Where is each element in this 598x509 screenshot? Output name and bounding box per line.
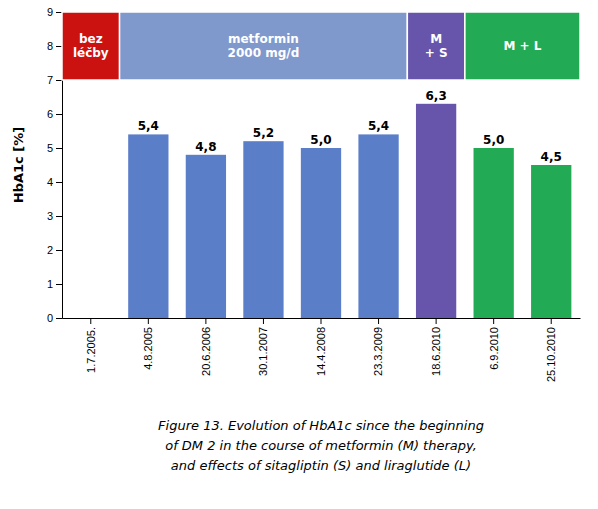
header-label: M + L	[503, 39, 541, 53]
tick: 25.10.2010	[545, 318, 557, 382]
tick-label: 2	[47, 244, 53, 256]
header-box	[62, 12, 120, 80]
tick-label: 4	[47, 176, 53, 188]
header-label: metformin2000 mg/d	[228, 32, 300, 60]
bar	[301, 148, 341, 318]
tick-mark	[56, 318, 62, 319]
tick-label: 18.6.2010	[430, 327, 442, 376]
tick-label: 14.4.2008	[315, 327, 327, 376]
tick-mark	[551, 318, 552, 324]
tick: 5	[47, 142, 62, 154]
caption-line: and effects of sitagliptin (S) and lirag…	[171, 458, 471, 473]
tick-mark	[56, 250, 62, 251]
tick-mark	[263, 318, 264, 324]
tick-label: 6.9.2010	[488, 327, 500, 370]
header-label: bezléčby	[73, 32, 109, 60]
annotations: bezléčby metformin2000 mg/d M+ S M + L	[62, 12, 580, 80]
tick-label: 5	[47, 142, 53, 154]
header-box	[120, 12, 408, 80]
tick: 4.8.2005	[142, 318, 154, 370]
bar	[531, 165, 571, 318]
bar	[243, 141, 283, 318]
data-labels: 5,4 4,8 5,2 5,0 5,4 6,3 5,0 4,5	[138, 89, 562, 164]
caption-line: of DM 2 in the course of metformin (M) t…	[165, 438, 477, 453]
header-box	[465, 12, 580, 80]
tick-label: 0	[47, 312, 53, 324]
bar	[358, 134, 398, 318]
data-label: 5,4	[368, 119, 389, 133]
caption-line: Figure 13. Evolution of HbA1c since the …	[158, 418, 484, 433]
tick-mark	[436, 318, 437, 324]
tick-mark	[56, 216, 62, 217]
tick-label: 1	[47, 278, 53, 290]
tick: 30.1.2007	[257, 318, 269, 376]
tick-label: 9	[47, 6, 53, 18]
bar	[128, 134, 168, 318]
tick-mark	[321, 318, 322, 324]
y-axis: 0 1 2 3 4 5 6 7 8 9	[47, 6, 63, 324]
bar	[186, 155, 226, 318]
axis-title: HbA1c [%]	[11, 127, 26, 203]
tick-label: 23.3.2009	[372, 327, 384, 376]
tick-label: 30.1.2007	[257, 327, 269, 376]
data-label: 4,8	[195, 140, 216, 154]
tick-mark	[378, 318, 379, 324]
chart: 1.7.2005. 4.8.2005 20.6.2006 30.1.2007 14.4.…	[0, 0, 598, 509]
tick-mark	[148, 318, 149, 324]
tick-label: 3	[47, 210, 53, 222]
tick: 6	[47, 108, 62, 120]
bars	[128, 104, 571, 318]
tick: 9	[47, 6, 62, 18]
header-box	[407, 12, 465, 80]
header-label: M+ S	[425, 32, 448, 60]
bar	[416, 104, 456, 318]
tick: 14.4.2008	[315, 318, 327, 376]
tick: 1.7.2005.	[85, 318, 97, 373]
tick: 0	[47, 312, 62, 324]
tick: 4	[47, 176, 62, 188]
data-label: 5,2	[253, 126, 274, 140]
tick: 1	[47, 278, 62, 290]
data-label: 4,5	[541, 150, 562, 164]
data-label: 5,0	[310, 133, 331, 147]
tick-mark	[493, 318, 494, 324]
tick-label: 20.6.2006	[200, 327, 212, 376]
tick-mark	[56, 80, 62, 81]
tick-label: 1.7.2005.	[85, 327, 97, 373]
tick-label: 6	[47, 108, 53, 120]
bar	[474, 148, 514, 318]
tick-mark	[56, 284, 62, 285]
tick-mark	[56, 148, 62, 149]
x-axis: 1.7.2005. 4.8.2005 20.6.2006 30.1.2007 14.4.…	[63, 318, 581, 382]
tick: 3	[47, 210, 62, 222]
bar	[71, 318, 111, 319]
tick-mark	[90, 318, 91, 324]
tick: 2	[47, 244, 62, 256]
tick: 6.9.2010	[488, 318, 500, 370]
tick-label: 4.8.2005	[142, 327, 154, 370]
tick-mark	[56, 114, 62, 115]
tick-mark	[205, 318, 206, 324]
tick: 20.6.2006	[200, 318, 212, 376]
tick-mark	[56, 182, 62, 183]
tick-mark	[56, 12, 62, 13]
tick: 23.3.2009	[372, 318, 384, 376]
data-label: 6,3	[425, 89, 446, 103]
tick: 18.6.2010	[430, 318, 442, 376]
tick-label: 8	[47, 40, 53, 52]
data-label: 5,4	[138, 119, 159, 133]
tick-mark	[56, 46, 62, 47]
caption: Figure 13. Evolution of HbA1c since the …	[158, 418, 484, 473]
tick-label: 7	[47, 74, 53, 86]
tick-label: 25.10.2010	[545, 327, 557, 382]
tick: 7	[47, 74, 62, 86]
data-label: 5,0	[483, 133, 504, 147]
tick: 8	[47, 40, 62, 52]
